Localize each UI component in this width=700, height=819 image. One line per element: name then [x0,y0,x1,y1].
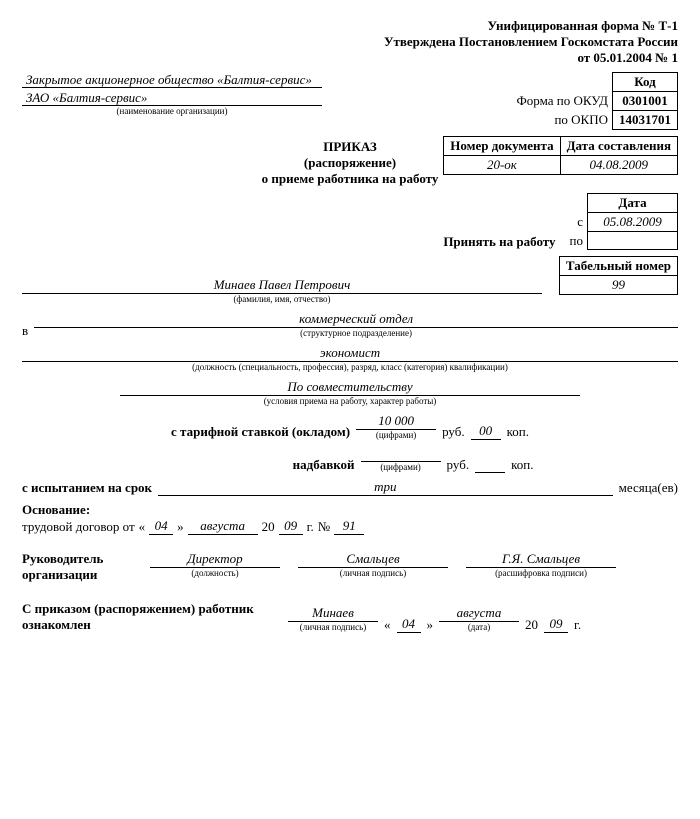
dept-value: коммерческий отдел [34,311,678,328]
ack-sig: Минаев [288,605,378,622]
date-to [588,232,678,250]
codes-block: Код Форма по ОКУД 0301001 по ОКПО 140317… [511,72,679,130]
g: г. [307,519,314,535]
fio-value: Минаев Павел Петрович [22,277,542,294]
ack-month: августа [439,605,519,622]
basis-day: 04 [149,518,173,535]
ack-label: С приказом (распоряжением) работник озна… [22,601,282,633]
y20: 20 [262,519,275,535]
kod-head: Код [613,73,678,92]
cond-sub: (условия приема на работу, характер рабо… [120,397,579,407]
q2: » [177,519,184,535]
basis-num: 91 [334,518,364,535]
post-sub: (должность (специальность, профессия), р… [22,363,678,373]
num-lbl: № [318,519,330,535]
sign-name: Г.Я. Смальцев [466,551,616,568]
docdate-value: 04.08.2009 [560,156,677,175]
basis-month: августа [188,518,258,535]
tabnum-label: Табельный номер [559,257,677,276]
cond-value: По совместительству [120,379,579,396]
kop-label: коп. [507,424,529,440]
allowance-digits-sub: (цифрами) [361,463,441,473]
sign-row: Руководитель организации Директор (должн… [22,551,678,583]
rub-label: руб. [442,424,465,440]
kop-label-2: коп. [511,457,533,473]
doc-meta-table: Номер документа Дата составления 20-ок 0… [443,136,678,175]
sign-name-sub: (расшифровка подписи) [466,569,616,579]
docnum-head: Номер документа [444,137,560,156]
q1: « [139,519,146,535]
sign-head-label: Руководитель организации [22,551,132,583]
ack-y20: 20 [525,617,538,633]
okud-value: 0301001 [613,92,678,111]
trial-row: с испытанием на срок три месяца(ев) [22,479,678,496]
dept-row: в коммерческий отдел (структурное подраз… [22,311,678,339]
accept-label: Принять на работу [443,234,555,250]
org-sub: (наименование организации) [22,107,322,117]
date-from: 05.08.2009 [588,213,678,232]
dept-sub: (структурное подразделение) [34,329,678,339]
hire-dates-table: Дата с 05.08.2009 по [564,193,678,250]
sign-post-sub: (должность) [150,569,280,579]
docdate-head: Дата составления [560,137,677,156]
date-po-label: по [564,232,588,250]
ack-q1: « [384,617,391,633]
dept-prefix: в [22,323,28,339]
salary-label: с тарифной ставкой (окладом) [171,424,350,440]
ack-month-sub: (дата) [439,623,519,633]
form-line1: Унифицированная форма № Т-1 [22,18,678,34]
rub-label-2: руб. [447,457,470,473]
ack-sig-sub: (личная подпись) [288,623,378,633]
form-line3: от 05.01.2004 № 1 [22,50,678,66]
sign-sig: Смальцев [298,551,448,568]
ack-row: С приказом (распоряжением) работник озна… [22,601,678,633]
cond-row: По совместительству (условия приема на р… [22,379,678,407]
trial-value: три [158,479,613,496]
fio-sub: (фамилия, имя, отчество) [22,295,542,305]
ack-yy: 09 [544,616,568,633]
ack-q2: » [427,617,434,633]
salary-digits-sub: (цифрами) [356,431,436,441]
fio-block: Минаев Павел Петрович (фамилия, имя, отч… [22,277,678,305]
ack-day: 04 [397,616,421,633]
ack-g: г. [574,617,581,633]
post-value: экономист [22,345,678,362]
post-row: экономист (должность (специальность, про… [22,345,678,373]
salary-amount: 10 000 [356,413,436,430]
salary-row-2: надбавкой (цифрами) руб. коп. [22,446,678,473]
kop-value: 00 [471,423,501,440]
form-header: Унифицированная форма № Т-1 Утверждена П… [22,18,678,66]
basis-row: трудовой договор от « 04 » августа 20 09… [22,518,678,535]
form-line2: Утверждена Постановлением Госкомстата Ро… [22,34,678,50]
basis-yy: 09 [279,518,303,535]
allowance-label: надбавкой [167,457,355,473]
okpo-label: по ОКПО [511,111,613,130]
trial-label: с испытанием на срок [22,480,152,496]
allowance-amount [361,448,441,462]
basis-head: Основание: [22,502,678,518]
date-s-label: с [564,213,588,232]
okpo-value: 14031701 [613,111,678,130]
org-short-name: ЗАО «Балтия-сервис» [22,90,322,106]
date-head: Дата [588,194,678,213]
docnum-value: 20-ок [444,156,560,175]
org-full-name: Закрытое акционерное общество «Балтия-се… [22,72,322,88]
basis-line: трудовой договор от [22,519,135,535]
sign-post: Директор [150,551,280,568]
sign-sig-sub: (личная подпись) [298,569,448,579]
kop-value-2 [475,459,505,473]
salary-row-1: с тарифной ставкой (окладом) 10 000 (циф… [22,413,678,441]
org-block: Закрытое акционерное общество «Балтия-се… [22,72,505,117]
okud-label: Форма по ОКУД [511,92,613,111]
trial-suffix: месяца(ев) [619,480,678,496]
